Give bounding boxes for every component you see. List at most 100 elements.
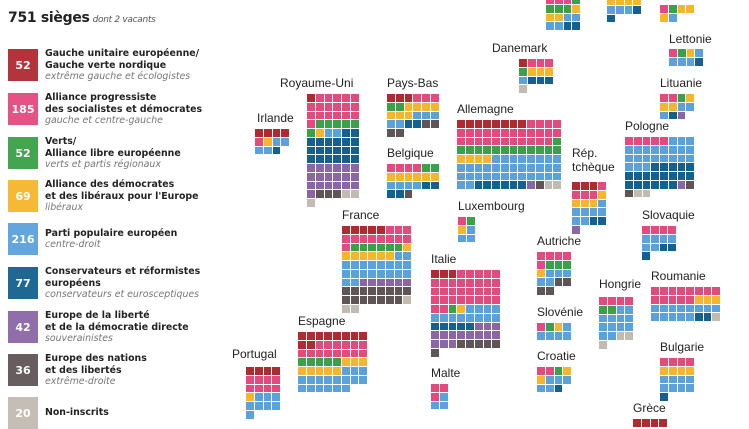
seat-cell-l	[404, 172, 413, 181]
seat-cell-c	[694, 313, 703, 322]
seat-cell-p	[492, 155, 500, 163]
party-description: extrême gauche et écologistes	[45, 71, 191, 82]
seat-cell-l	[404, 102, 413, 111]
seat-cell-s	[457, 137, 465, 146]
seat-cell-ni	[625, 332, 634, 340]
seat-cell-p	[377, 269, 385, 278]
seat-cell-c	[422, 181, 430, 190]
seat-cell-s	[342, 94, 350, 102]
seat-cell-e	[307, 181, 315, 190]
party-seat-count: 69	[8, 180, 38, 213]
seat-cell-c	[350, 137, 359, 146]
seat-cell-p	[263, 393, 272, 402]
seat-cell-p	[500, 172, 509, 181]
seat-cell-v	[535, 146, 544, 155]
seat-cell-s	[465, 137, 474, 146]
seat-cell-v	[395, 102, 404, 111]
seat-cell-s	[404, 164, 413, 172]
seat-cell-p	[457, 172, 465, 181]
seat-cell-c	[572, 22, 581, 31]
seat-cell-s	[546, 0, 554, 4]
seat-cell-p	[633, 163, 642, 172]
seat-cell-l	[660, 13, 668, 22]
seat-cell-g	[306, 340, 315, 349]
country-label: Pays-Bas	[387, 76, 439, 90]
seat-cell-ni	[350, 304, 359, 313]
seat-cell-n	[359, 296, 368, 304]
seat-cell-p	[650, 243, 659, 252]
seat-cell-p	[395, 181, 404, 190]
country-label: Espagne	[298, 314, 346, 328]
seat-cell-v	[599, 305, 607, 314]
seat-cell-s	[642, 137, 651, 145]
seat-cell-p	[651, 313, 659, 322]
party-seat-count: 216	[8, 223, 38, 255]
party-seat-count: 36	[8, 354, 38, 387]
seat-cell-g	[659, 419, 668, 427]
seat-cell-p	[255, 146, 263, 155]
seat-cell-s	[457, 128, 465, 137]
seat-cell-s	[315, 340, 324, 349]
seat-cell-p	[651, 304, 659, 313]
seat-cell-p	[545, 269, 554, 278]
seat-cell-ni	[403, 296, 412, 304]
seat-cell-p	[385, 261, 394, 269]
seat-cell-p	[246, 410, 254, 419]
seat-cell-s	[439, 296, 448, 305]
seat-cell-p	[474, 313, 483, 322]
seat-cell-g	[263, 129, 272, 137]
seat-cell-s	[315, 349, 324, 358]
seat-cell-c	[625, 180, 633, 189]
seat-cell-ni	[544, 181, 553, 190]
seat-cell-c	[466, 322, 474, 331]
seat-cell-s	[350, 111, 359, 120]
seat-cell-l	[404, 111, 413, 120]
seat-cell-p	[660, 375, 668, 384]
country-label: Grèce	[633, 401, 666, 415]
seat-cell-s	[342, 243, 350, 252]
seat-cell-p	[281, 137, 290, 146]
seat-cell-c	[413, 120, 422, 129]
seat-cell-n	[315, 190, 324, 199]
seat-cell-s	[350, 340, 359, 349]
seat-cell-l	[422, 172, 430, 181]
seat-cell-v	[298, 358, 306, 367]
seat-cell-s	[350, 234, 359, 243]
seat-cell-l	[527, 67, 536, 76]
seat-cell-p	[509, 172, 518, 181]
seat-cell-p	[668, 13, 677, 22]
seat-cell-e	[350, 181, 359, 190]
seat-cell-p	[431, 313, 439, 322]
seat-cell-p	[668, 154, 677, 163]
seat-cell-v	[483, 146, 492, 155]
seat-cell-n	[492, 340, 501, 348]
seat-cell-p	[324, 384, 333, 393]
seat-cell-p	[703, 304, 712, 313]
seat-cell-v	[324, 358, 333, 367]
seat-cell-c	[633, 180, 642, 189]
seat-cell-s	[527, 137, 535, 146]
seat-cell-p	[599, 323, 607, 332]
seat-cell-e	[492, 322, 501, 331]
seat-cell-s	[359, 340, 368, 349]
seat-cell-p	[625, 154, 633, 163]
seat-cell-g	[333, 332, 341, 340]
country-label: Malte	[431, 366, 461, 380]
seat-cell-s	[660, 94, 668, 102]
seat-cell-l	[536, 67, 545, 76]
seat-cell-p	[377, 261, 385, 269]
country-label: Allemagne	[457, 102, 514, 116]
seat-cell-p	[483, 172, 492, 181]
seat-cell-e	[307, 164, 315, 172]
seat-cell-l	[686, 366, 695, 375]
seat-cell-s	[474, 128, 483, 137]
seat-cell-p	[686, 102, 695, 111]
seat-cell-c	[563, 22, 572, 31]
seat-cell-v	[554, 367, 563, 375]
seat-cell-n	[385, 287, 394, 296]
seat-cell-v	[359, 243, 368, 252]
seat-cell-s	[544, 137, 553, 146]
seat-cell-g	[641, 419, 650, 427]
seat-cell-p	[677, 375, 686, 384]
seat-cell-s	[465, 128, 474, 137]
